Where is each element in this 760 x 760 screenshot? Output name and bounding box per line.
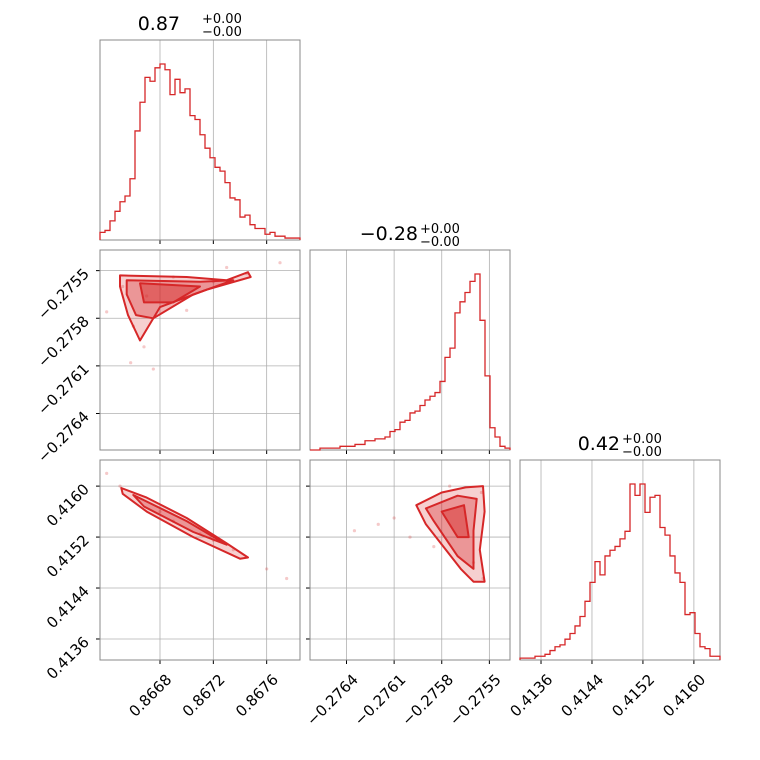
y-tick-label: 0.4152 xyxy=(43,531,93,581)
density-panel-0-1: −0.2764−0.2761−0.2758−0.2755 xyxy=(34,249,301,467)
x-tick-label: 0.8676 xyxy=(232,671,282,721)
x-tick-label: −0.2755 xyxy=(446,671,505,730)
sample-point xyxy=(376,522,380,526)
histogram-step xyxy=(310,273,511,451)
sample-point xyxy=(129,361,133,365)
sample-point xyxy=(448,484,452,488)
panel-frame xyxy=(99,39,301,241)
contour-level xyxy=(139,282,201,304)
contour-level xyxy=(132,494,228,546)
title-param-2: 0.42 +0.00 −0.00 xyxy=(578,432,662,460)
sample-point xyxy=(432,545,436,549)
histogram-step xyxy=(99,63,301,240)
y-tick-label: −0.2758 xyxy=(34,312,93,371)
sample-point xyxy=(392,516,396,520)
panel-frame xyxy=(519,459,721,661)
x-tick-label: 0.4152 xyxy=(608,671,658,721)
sample-point xyxy=(225,265,229,270)
sample-point xyxy=(158,509,162,514)
contour-level xyxy=(424,494,478,570)
histogram-panel-1 xyxy=(309,249,511,454)
title-upper: +0.00 xyxy=(420,222,460,237)
sample-point xyxy=(142,345,146,349)
sample-point xyxy=(185,308,189,312)
x-tick-label: 0.4144 xyxy=(557,671,607,721)
x-tick-label: 0.4136 xyxy=(506,671,556,721)
x-tick-label: −0.2764 xyxy=(303,671,362,730)
density-panel-1-2: −0.2764−0.2761−0.2758−0.2755 xyxy=(303,459,511,730)
y-tick-label: −0.2761 xyxy=(34,360,93,419)
sample-point xyxy=(278,261,282,265)
sample-point xyxy=(105,310,109,314)
panel-frame xyxy=(309,459,511,661)
panel-frame xyxy=(309,249,511,451)
sample-point xyxy=(408,535,412,539)
title-param-0: 0.87 +0.00 −0.00 xyxy=(138,12,242,40)
sample-point xyxy=(151,367,155,371)
histogram-step xyxy=(519,483,721,660)
title-lower: −0.00 xyxy=(202,25,242,40)
x-tick-label: 0.8668 xyxy=(125,671,175,721)
sample-point xyxy=(118,484,122,488)
y-tick-label: 0.4144 xyxy=(43,582,93,632)
y-tick-label: 0.4160 xyxy=(43,480,93,530)
y-tick-label: 0.4136 xyxy=(43,633,93,683)
sample-point xyxy=(479,490,484,495)
title-param-1: −0.28 +0.00 −0.00 xyxy=(360,222,460,250)
sample-point xyxy=(265,567,269,571)
y-tick-label: −0.2755 xyxy=(34,265,93,324)
sample-point xyxy=(145,294,149,298)
title-value: −0.28 xyxy=(360,223,418,245)
title-upper: +0.00 xyxy=(622,432,662,447)
sample-point xyxy=(285,576,289,581)
x-tick-label: 0.8672 xyxy=(179,671,229,721)
title-value: 0.87 xyxy=(138,13,180,35)
x-tick-label: −0.2761 xyxy=(351,671,410,730)
title-lower: −0.00 xyxy=(622,445,662,460)
x-tick-label: −0.2758 xyxy=(398,671,457,730)
contour-level xyxy=(440,504,470,539)
y-tick-label: −0.2764 xyxy=(34,408,93,467)
histogram-panel-2: 0.4136 0.4144 0.4152 0.4160 xyxy=(506,459,721,721)
panel-frame xyxy=(99,249,301,451)
sample-point xyxy=(121,284,125,289)
title-upper: +0.00 xyxy=(202,12,242,27)
title-lower: −0.00 xyxy=(420,235,460,250)
sample-point xyxy=(352,529,357,533)
title-value: 0.42 xyxy=(578,433,620,455)
contour-level xyxy=(415,485,486,583)
histogram-panel-0 xyxy=(99,39,301,244)
panel-frame xyxy=(99,459,301,661)
x-tick-label: 0.4160 xyxy=(659,671,709,721)
sample-point xyxy=(105,471,109,475)
